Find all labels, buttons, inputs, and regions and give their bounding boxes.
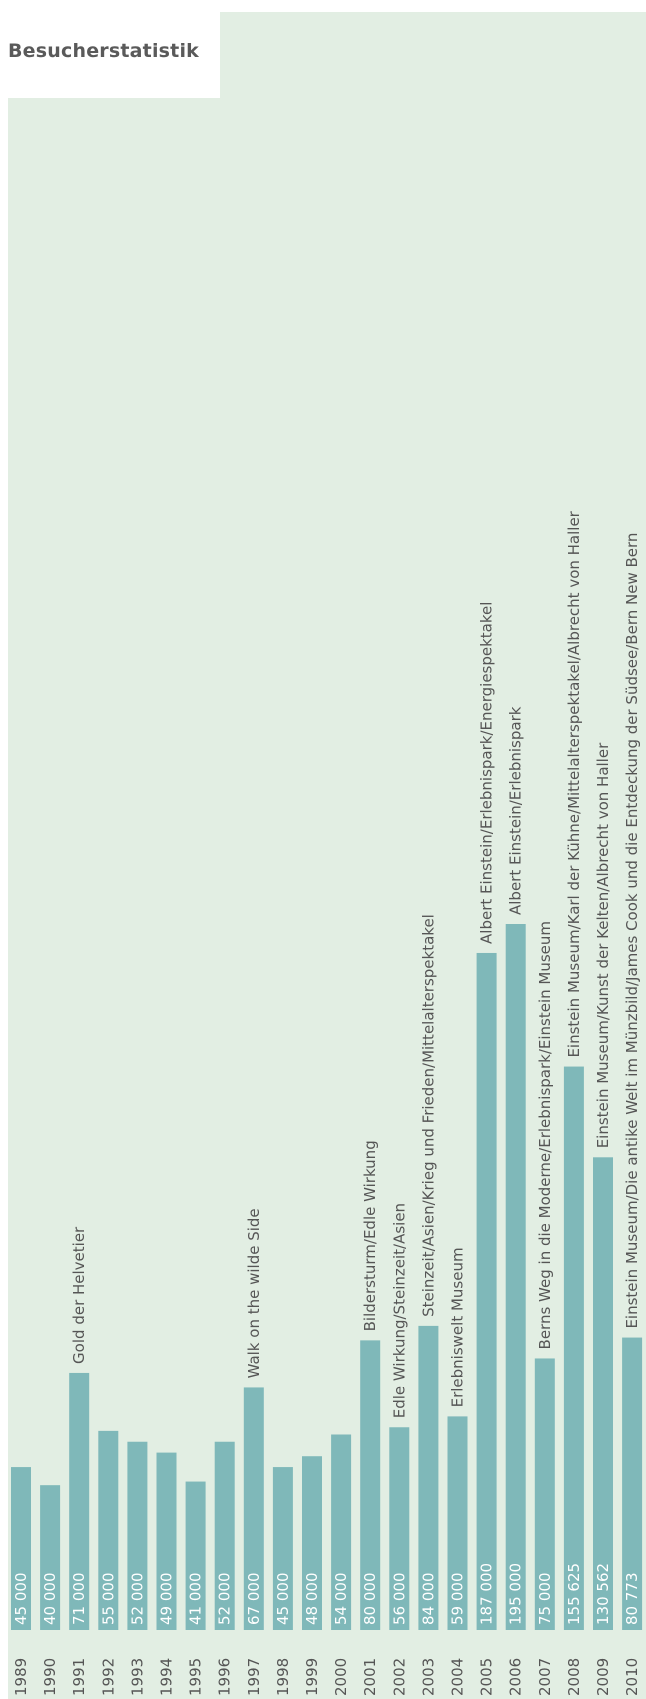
year-label-2009: 2009: [594, 1658, 612, 1696]
value-label-2004: 59 000: [449, 1573, 467, 1626]
value-label-2002: 56 000: [390, 1573, 408, 1626]
year-label-1990: 1990: [41, 1658, 59, 1696]
year-label-1991: 1991: [70, 1658, 88, 1696]
year-label-1998: 1998: [274, 1658, 292, 1696]
value-label-1994: 49 000: [158, 1573, 176, 1626]
value-label-2006: 195 000: [507, 1563, 525, 1625]
bar-1991: [69, 1372, 90, 1630]
value-label-2001: 80 000: [361, 1573, 379, 1626]
value-label-2007: 75 000: [536, 1573, 554, 1626]
year-label-2008: 2008: [565, 1658, 583, 1696]
bar-1998: [272, 1467, 293, 1630]
year-label-1989: 1989: [12, 1658, 30, 1696]
value-label-1999: 48 000: [303, 1573, 321, 1626]
year-label-1996: 1996: [216, 1658, 234, 1696]
value-label-2009: 130 562: [594, 1563, 612, 1625]
annotation-2006: Albert Einstein/Erlebnispark: [507, 706, 525, 915]
year-label-2007: 2007: [536, 1658, 554, 1696]
bar-2003: [418, 1325, 439, 1630]
bar-1990: [40, 1485, 61, 1630]
value-label-1991: 71 000: [70, 1573, 88, 1626]
title-box: Besucherstatistik: [0, 0, 220, 98]
value-label-1998: 45 000: [274, 1573, 292, 1626]
year-label-1999: 1999: [303, 1658, 321, 1696]
year-label-2001: 2001: [361, 1658, 379, 1696]
year-label-1992: 1992: [99, 1658, 117, 1696]
bar-2007: [534, 1358, 555, 1630]
value-label-1997: 67 000: [245, 1573, 263, 1626]
annotation-2007: Berns Weg in die Moderne/Erlebnispark/Ei…: [536, 921, 554, 1349]
value-label-2008: 155 625: [565, 1563, 583, 1625]
bar-2002: [389, 1427, 410, 1630]
bar-2008: [563, 1066, 584, 1630]
bar-2004: [447, 1416, 468, 1630]
bar-1989: [11, 1467, 31, 1630]
value-label-1995: 41 000: [187, 1573, 205, 1626]
value-label-2010: 80 773: [623, 1573, 641, 1626]
bar-2000: [331, 1434, 352, 1630]
bar-1996: [214, 1441, 235, 1630]
annotation-2005: Albert Einstein/Erlebnispark/Energiespek…: [478, 602, 496, 944]
bar-1999: [302, 1456, 322, 1630]
year-label-1994: 1994: [158, 1658, 176, 1696]
bar-1994: [156, 1452, 177, 1630]
value-label-1996: 52 000: [216, 1573, 234, 1626]
year-label-1993: 1993: [128, 1658, 146, 1696]
annotation-1997: Walk on the wilde Side: [245, 1208, 263, 1378]
value-label-1993: 52 000: [128, 1573, 146, 1626]
value-label-1992: 55 000: [99, 1573, 117, 1626]
bar-2005: [476, 952, 497, 1630]
annotation-2009: Einstein Museum/Kunst der Kelten/Albrech…: [594, 742, 612, 1148]
year-label-2004: 2004: [449, 1658, 467, 1696]
year-label-2006: 2006: [507, 1658, 525, 1696]
value-label-1989: 45 000: [12, 1573, 30, 1626]
bar-2010: [622, 1337, 643, 1630]
year-label-1997: 1997: [245, 1658, 263, 1696]
year-label-1995: 1995: [187, 1658, 205, 1696]
year-label-2003: 2003: [419, 1658, 437, 1696]
annotation-2008: Einstein Museum/Karl der Kühne/Mittelalt…: [565, 510, 583, 1057]
annotation-2002: Edle Wirkung/Steinzeit/Asien: [390, 1203, 408, 1418]
annotation-2003: Steinzeit/Asien/Krieg und Frieden/Mittel…: [419, 914, 437, 1317]
bar-1992: [98, 1430, 119, 1630]
annotation-2010: Einstein Museum/Die antike Welt im Münzb…: [623, 533, 641, 1329]
chart-title: Besucherstatistik: [8, 40, 199, 62]
annotation-2004: Erlebniswelt Museum: [449, 1247, 467, 1407]
value-label-2000: 54 000: [332, 1573, 350, 1626]
year-label-2010: 2010: [623, 1658, 641, 1696]
value-label-2003: 84 000: [419, 1573, 437, 1626]
bar-1997: [243, 1387, 264, 1630]
bar-1995: [185, 1481, 206, 1630]
year-label-2000: 2000: [332, 1658, 350, 1696]
annotation-1991: Gold der Helvetier: [70, 1226, 88, 1364]
bar-2006: [505, 924, 526, 1630]
value-label-2005: 187 000: [478, 1563, 496, 1625]
year-label-2005: 2005: [478, 1658, 496, 1696]
annotation-2001: Bildersturm/Edle Wirkung: [361, 1140, 379, 1331]
value-label-1990: 40 000: [41, 1573, 59, 1626]
bar-1993: [127, 1441, 148, 1630]
bar-2009: [593, 1157, 613, 1630]
bar-2001: [360, 1340, 381, 1630]
year-label-2002: 2002: [390, 1658, 408, 1696]
